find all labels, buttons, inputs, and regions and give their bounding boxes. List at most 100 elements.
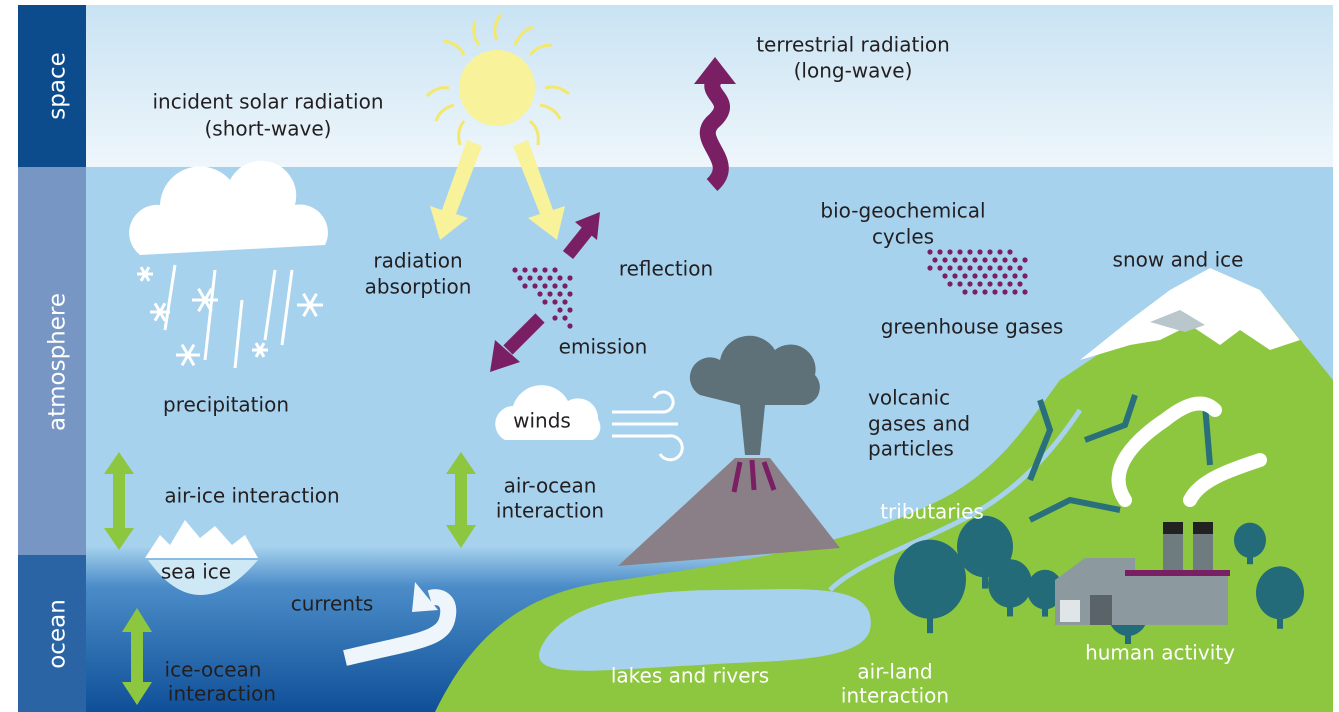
particles-part — [962, 289, 967, 294]
particles-part — [547, 291, 552, 296]
label: absorption — [365, 275, 472, 299]
particles-part — [997, 265, 1002, 270]
particles-part — [947, 281, 952, 286]
factory-part — [1125, 570, 1230, 576]
particles-part — [942, 257, 947, 262]
particles-part — [1007, 249, 1012, 254]
particles-part — [532, 267, 537, 272]
particles-part — [1022, 289, 1027, 294]
particles-part — [957, 265, 962, 270]
particles-part — [962, 257, 967, 262]
particles-part — [977, 281, 982, 286]
tree-part — [988, 559, 1032, 607]
label: bio-geochemical — [820, 199, 985, 223]
label: gases and — [868, 412, 970, 436]
label: incident solar radiation — [152, 90, 383, 114]
interaction-arrow-part — [455, 470, 467, 528]
factory-part — [1090, 595, 1112, 625]
particles-part — [532, 283, 537, 288]
particles-part — [937, 265, 942, 270]
particles-part — [512, 267, 517, 272]
particles-part — [1002, 289, 1007, 294]
particles-part — [977, 265, 982, 270]
particles-part — [1002, 257, 1007, 262]
particles-part — [997, 281, 1002, 286]
label: radiation — [373, 249, 462, 273]
particles-part — [562, 283, 567, 288]
label: terrestrial radiation — [756, 33, 950, 57]
particles-part — [557, 275, 562, 280]
particles-part — [552, 315, 557, 320]
particles-part — [937, 249, 942, 254]
particles-part — [957, 249, 962, 254]
particles-part — [567, 307, 572, 312]
label: particles — [868, 437, 954, 461]
particles-part — [982, 273, 987, 278]
particles-part — [1012, 289, 1017, 294]
particles-part — [557, 307, 562, 312]
particles-part — [967, 249, 972, 254]
particles-part — [992, 257, 997, 262]
particles-part — [967, 281, 972, 286]
particles-part — [1007, 281, 1012, 286]
particles-part — [552, 283, 557, 288]
interaction-arrow-part — [113, 470, 125, 532]
label: interaction — [168, 682, 276, 706]
particles-part — [537, 291, 542, 296]
band-label: space — [45, 52, 71, 119]
particles-part — [982, 257, 987, 262]
particles-part — [1022, 257, 1027, 262]
particles-part — [522, 283, 527, 288]
label: currents — [291, 592, 374, 616]
page: space atmosphere ocean — [0, 0, 1339, 712]
label: lakes and rivers — [611, 664, 769, 688]
particles-part — [927, 265, 932, 270]
particles-part — [1012, 273, 1017, 278]
particles-part — [952, 273, 957, 278]
label: (short-wave) — [205, 117, 332, 141]
particles-part — [1002, 273, 1007, 278]
particles-part — [927, 249, 932, 254]
factory-part — [1060, 600, 1080, 622]
band-label: atmosphere — [45, 293, 71, 431]
particles-part — [977, 249, 982, 254]
label: greenhouse gases — [881, 315, 1064, 339]
particles-part — [542, 299, 547, 304]
tree-part — [894, 540, 966, 619]
label: reflection — [619, 257, 713, 281]
particles-part — [1007, 265, 1012, 270]
particles-part — [972, 273, 977, 278]
particles-part — [567, 323, 572, 328]
label: human activity — [1085, 641, 1235, 665]
particles-part — [527, 275, 532, 280]
particles-part — [1012, 257, 1017, 262]
particles-part — [947, 249, 952, 254]
particles-part — [992, 273, 997, 278]
factory-part — [1193, 522, 1213, 534]
label: interaction — [841, 684, 949, 708]
label: tributaries — [880, 500, 984, 524]
particles-part — [557, 291, 562, 296]
particles-part — [957, 281, 962, 286]
particles-part — [1022, 273, 1027, 278]
label: air-ocean — [504, 474, 597, 498]
label: (long-wave) — [794, 59, 913, 83]
particles-part — [947, 265, 952, 270]
interaction-arrow-part — [131, 628, 143, 686]
climate-system-diagram: space atmosphere ocean — [0, 0, 1339, 712]
tree-part — [1256, 566, 1304, 619]
particles-part — [552, 267, 557, 272]
particles-part — [1017, 281, 1022, 286]
label: snow and ice — [1113, 248, 1244, 272]
particles-part — [567, 291, 572, 296]
tree-part — [1234, 523, 1266, 558]
particles-part — [932, 257, 937, 262]
sun-part — [459, 50, 535, 126]
particles-part — [522, 267, 527, 272]
label: ice-ocean — [165, 658, 262, 682]
particles-part — [972, 257, 977, 262]
label: winds — [513, 409, 571, 433]
particles-part — [942, 273, 947, 278]
particles-part — [992, 289, 997, 294]
particles-part — [567, 275, 572, 280]
